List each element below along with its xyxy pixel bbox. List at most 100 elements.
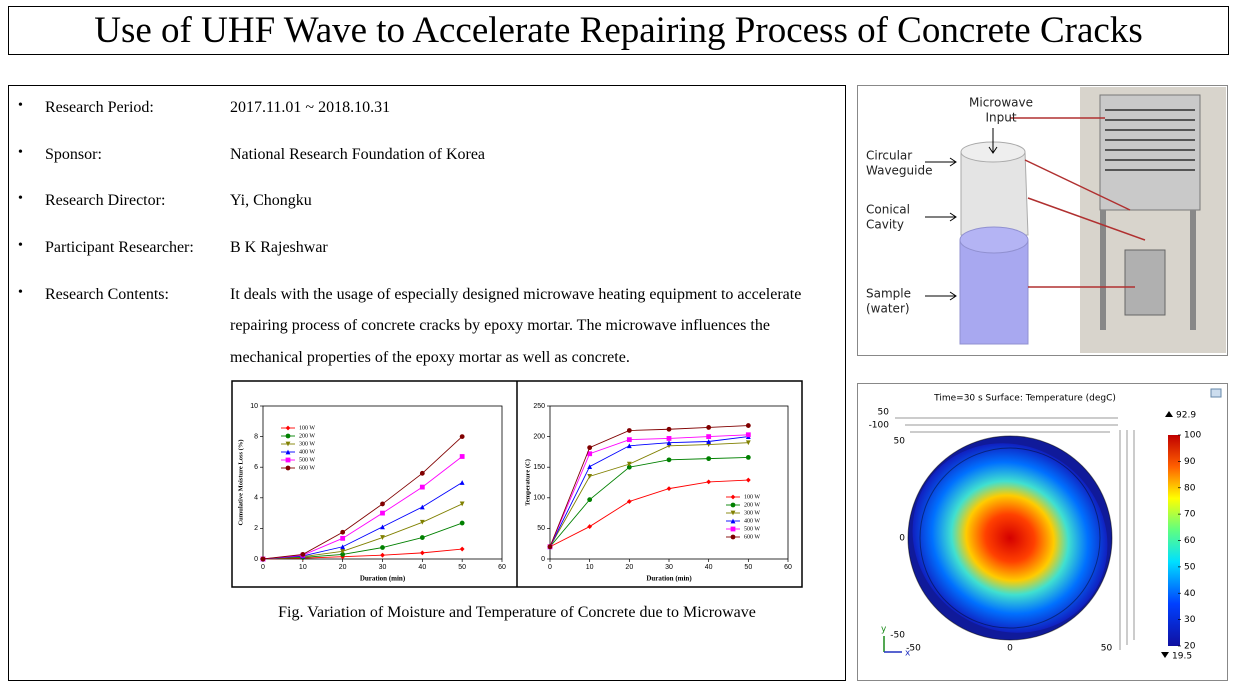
data-point [666, 426, 672, 432]
sample-top [959, 226, 1029, 254]
data-point [666, 457, 672, 463]
data-point [587, 497, 593, 503]
legend-marker [730, 526, 736, 532]
y-tick-label: 200 [533, 433, 545, 440]
series-line [262, 548, 463, 560]
x-tick-label: 50 [744, 564, 752, 571]
y-tick-label: 6 [254, 464, 258, 471]
item-label: Research Period: [45, 99, 154, 116]
data-point [706, 456, 712, 462]
data-point [626, 443, 632, 449]
legend-marker [285, 441, 291, 447]
data-point [706, 434, 712, 439]
data-point [380, 510, 385, 516]
item-value: 2017.11.01 ~ 2018.10.31 [230, 99, 391, 116]
y-axis-label: Cumulative Moisture Loss (%) [237, 439, 244, 525]
y-tick-label: 0 [254, 556, 258, 563]
outer-boundary [907, 435, 1113, 641]
data-point [260, 556, 266, 562]
data-point [340, 544, 346, 550]
legend-marker [730, 510, 736, 516]
series-line [262, 482, 463, 560]
series-line [262, 522, 463, 560]
x-axis-label: x [905, 649, 911, 659]
simulation: Time=30 s Surface: Temperature (degC) 92.… [869, 388, 1222, 662]
diagram-label: Waveguide [866, 164, 933, 178]
label-arrows [925, 128, 998, 301]
bullet: • [18, 144, 23, 160]
bullet: • [18, 238, 23, 254]
photo-device [1099, 94, 1201, 211]
simulation-panel [857, 383, 1228, 681]
x-tick-label: 60 [498, 564, 506, 571]
y-tick-label: 50 [894, 437, 906, 447]
x-tick-label: 50 [458, 564, 466, 571]
photo-cavity [1124, 249, 1166, 316]
data-point [459, 434, 465, 439]
diagram-label: Input [985, 111, 1016, 125]
colorbar-tick-label: 40 [1184, 589, 1196, 599]
y-tick-label: 2 [254, 525, 258, 532]
legend-label: 600 W [744, 534, 760, 540]
x-tick-label: 10 [299, 564, 307, 571]
item-label: Participant Researcher: [45, 239, 194, 257]
legend-marker [285, 425, 291, 431]
x-axis-label: Duration (min) [646, 575, 692, 583]
item-label: Sponsor: [45, 145, 102, 163]
x-tick-label: 30 [379, 564, 387, 571]
x-tick-label: 60 [784, 564, 792, 571]
data-point [626, 437, 632, 443]
legend-marker [730, 502, 736, 508]
y-tick-label: 8 [254, 433, 258, 440]
back-tick-label: -100 [869, 421, 890, 431]
data-point [459, 501, 465, 507]
legend-marker [730, 494, 736, 500]
series-line [549, 442, 749, 547]
data-point [706, 425, 712, 430]
data-point [380, 535, 385, 540]
diagram-label: Sample [866, 287, 911, 301]
simulation-labels: Time=30 s Surface: Temperature (degC) 92.… [869, 394, 1202, 662]
data-point [587, 445, 593, 451]
x-tick-label: 20 [625, 564, 633, 571]
diagram-label: Conical [866, 203, 910, 217]
data-point [745, 440, 751, 446]
data-point [459, 520, 465, 526]
item-value: National Research Foundation of Korea [230, 145, 486, 163]
legend-marker [285, 457, 291, 463]
legend-label: 300 W [299, 441, 315, 447]
max-marker [1165, 411, 1173, 417]
diagram-label: Circular [866, 149, 912, 163]
photo-arrows [1010, 117, 1146, 288]
item-paragraph: It deals with the usage of especially de… [230, 285, 802, 366]
data-point [666, 440, 672, 446]
x-tick-label: 30 [665, 564, 673, 571]
legend-label: 400 W [299, 449, 315, 455]
y-tick-label: -50 [890, 631, 905, 641]
data-point [419, 504, 425, 510]
item-label: Research Contents: [45, 285, 169, 303]
bullet: • [18, 191, 23, 207]
legend-label: 200 W [299, 433, 315, 439]
diagram-panel [857, 85, 1228, 356]
series-line [549, 434, 749, 547]
series-line [262, 436, 463, 560]
data-point [666, 486, 672, 492]
data-point [626, 464, 632, 470]
inner-boundary [919, 447, 1101, 629]
diagram-label: Microwave [969, 96, 1033, 110]
x-tick-label: -50 [906, 644, 921, 654]
series-line [549, 425, 749, 547]
legend-label: 200 W [744, 502, 760, 508]
x-tick-label: 0 [1007, 644, 1013, 654]
data-point [626, 461, 632, 467]
figure-caption: Fig. Variation of Moisture and Temperatu… [278, 604, 756, 621]
data-point [380, 552, 385, 558]
data-point [340, 548, 346, 554]
data-point [745, 455, 751, 460]
min-marker [1161, 652, 1169, 658]
data-point [340, 535, 346, 541]
data-point [300, 552, 306, 557]
